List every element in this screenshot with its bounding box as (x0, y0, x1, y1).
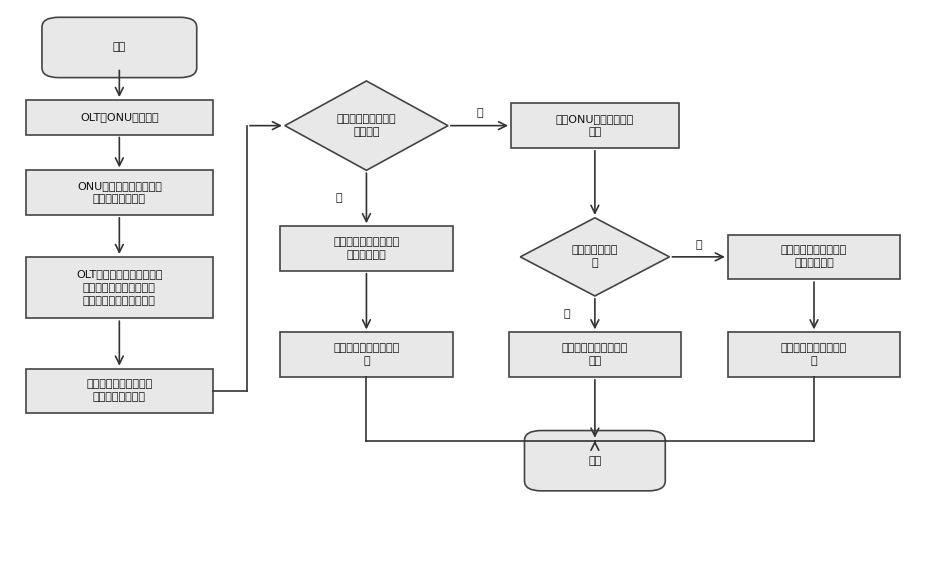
Text: 不分配非确保带宽，计
算带宽参数比: 不分配非确保带宽，计 算带宽参数比 (333, 237, 400, 260)
Bar (280, 226, 453, 271)
Text: 否: 否 (335, 193, 341, 203)
Text: 是: 是 (477, 108, 483, 118)
FancyBboxPatch shape (42, 17, 197, 78)
Bar (511, 103, 679, 148)
Polygon shape (285, 81, 448, 170)
Bar (26, 100, 213, 135)
Bar (26, 170, 213, 215)
Text: 剩余带宽大于总动态
带宽请求: 剩余带宽大于总动态 带宽请求 (337, 114, 396, 137)
Text: 是: 是 (695, 240, 702, 250)
Text: 分配尽力而为带宽，计
算带宽参数比: 分配尽力而为带宽，计 算带宽参数比 (780, 245, 847, 268)
Text: 结束: 结束 (588, 456, 601, 466)
Bar (728, 332, 900, 377)
Text: OLT根据消息处理带宽分配
机制，并计算各个链路业
务丢包率及时延综合占比: OLT根据消息处理带宽分配 机制，并计算各个链路业 务丢包率及时延综合占比 (76, 270, 162, 306)
Text: 下一次轮询时间周期不
改变: 下一次轮询时间周期不 改变 (562, 343, 628, 366)
Text: 否: 否 (564, 309, 570, 319)
Text: 增大下一次轮询时间周
期: 增大下一次轮询时间周 期 (333, 343, 400, 366)
Text: 每个ONU分配的非确保
带宽: 每个ONU分配的非确保 带宽 (555, 114, 634, 137)
Text: 开始: 开始 (113, 42, 126, 52)
FancyBboxPatch shape (524, 430, 665, 491)
Bar (26, 257, 213, 318)
Text: 减小下一次轮询时间周
期: 减小下一次轮询时间周 期 (780, 343, 847, 366)
Bar (280, 332, 453, 377)
Bar (728, 235, 900, 279)
Bar (508, 332, 681, 377)
Text: OLT对ONU发送授权: OLT对ONU发送授权 (80, 112, 159, 122)
Polygon shape (521, 218, 670, 296)
Bar (26, 368, 213, 413)
Text: ONU通过授权窗口发送数
据和宽带请求信息: ONU通过授权窗口发送数 据和宽带请求信息 (77, 181, 161, 204)
Text: 是否还有剩余带
宽: 是否还有剩余带 宽 (571, 245, 618, 268)
Text: 分配固定带宽及确保带
宽，计算剩余带宽: 分配固定带宽及确保带 宽，计算剩余带宽 (86, 380, 153, 403)
